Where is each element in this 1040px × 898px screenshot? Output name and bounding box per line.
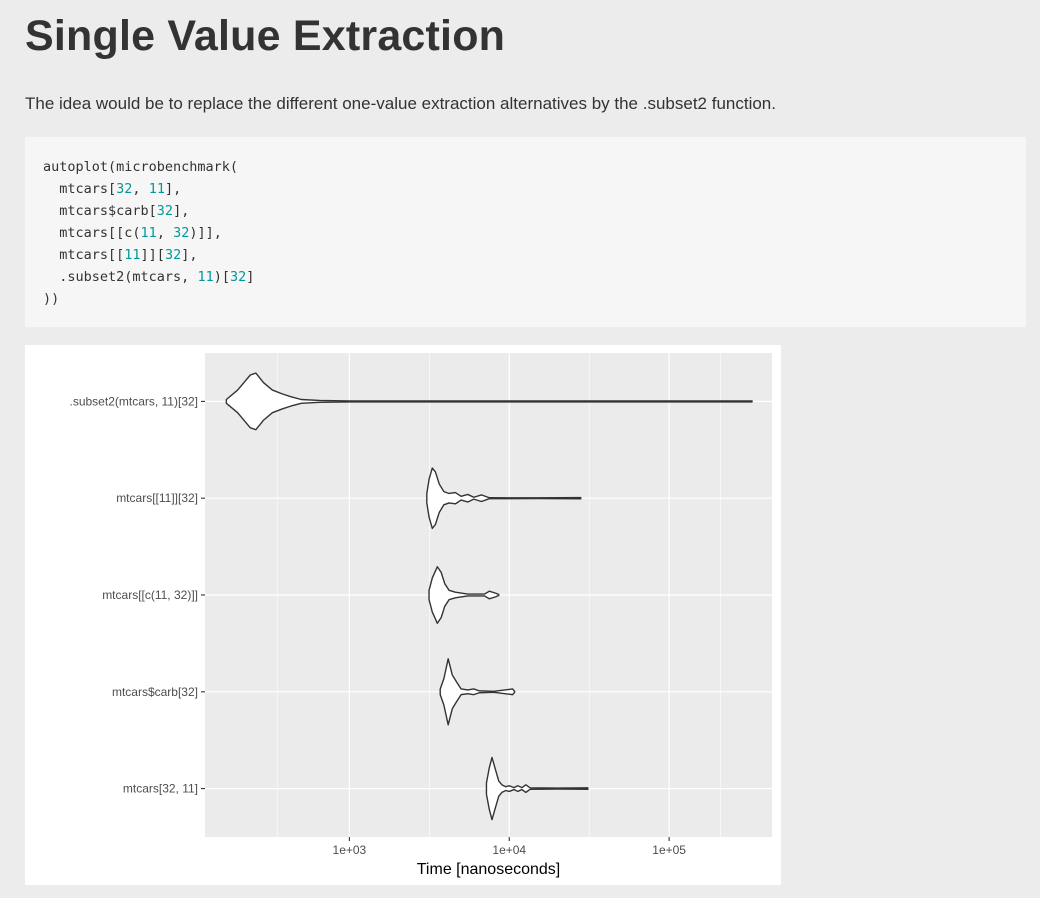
code-text: ,: [156, 225, 174, 241]
code-text: mtcars[: [43, 181, 117, 197]
x-tick-label: 1e+04: [492, 843, 526, 857]
benchmark-plot: .subset2(mtcars, 11)[32] mtcars[[11]][32]…: [25, 345, 781, 885]
code-text: mtcars[[c(: [43, 225, 141, 241]
code-text: autoplot(microbenchmark(: [43, 159, 239, 175]
code-text: ]: [246, 269, 255, 285]
code-text: )[: [213, 269, 230, 285]
violin-shape: [426, 467, 582, 530]
y-tick-label: mtcars[[c(11, 32)]]: [102, 588, 198, 602]
code-number: 11: [148, 181, 165, 197]
code-line: autoplot(microbenchmark(: [43, 159, 238, 175]
code-number: 11: [197, 269, 214, 285]
intro-paragraph: The idea would be to replace the differe…: [25, 94, 776, 113]
code-text: )): [43, 291, 60, 307]
x-tick-label: 1e+05: [652, 843, 686, 857]
violin-shape: [225, 372, 753, 431]
code-text: ]][: [140, 247, 165, 263]
y-tick-label: mtcars$carb[32]: [112, 685, 198, 699]
page-title: Single Value Extraction: [25, 12, 506, 60]
code-line: mtcars[[c(11, 32)]],: [43, 225, 222, 241]
code-line: )): [43, 291, 59, 307]
code-line: mtcars$carb[32],: [43, 203, 189, 219]
code-text: ],: [173, 203, 190, 219]
violin-shape: [485, 756, 589, 821]
code-line: mtcars[[11]][32],: [43, 247, 197, 263]
code-text: ,: [132, 181, 149, 197]
code-number: 11: [140, 225, 157, 241]
code-text: )]],: [189, 225, 222, 241]
code-text: mtcars[[: [43, 247, 125, 263]
code-number: 32: [164, 247, 182, 263]
code-text: mtcars$carb[: [43, 203, 157, 219]
violin-shape: [428, 566, 500, 624]
code-number: 11: [124, 247, 141, 263]
code-line: mtcars[32, 11],: [43, 181, 181, 197]
x-tick-label: 1e+03: [333, 843, 367, 857]
violin-chart: .subset2(mtcars, 11)[32] mtcars[[11]][32]…: [70, 353, 772, 878]
code-number: 32: [156, 203, 174, 219]
code-number: 32: [229, 269, 247, 285]
y-tick-label: mtcars[32, 11]: [123, 782, 198, 796]
code-number: 32: [173, 225, 190, 241]
code-block: autoplot(microbenchmark( mtcars[32, 11],…: [25, 137, 1026, 327]
code-text: .subset2(mtcars,: [43, 269, 198, 285]
x-axis-title: Time [nanoseconds]: [417, 861, 560, 878]
code-number: 32: [116, 181, 133, 197]
code-line: .subset2(mtcars, 11)[32]: [43, 269, 254, 285]
y-tick-label: mtcars[[11]][32]: [116, 491, 198, 505]
code-body: autoplot(microbenchmark( mtcars[32, 11],…: [43, 159, 254, 307]
violin-shape: [439, 658, 516, 726]
code-text: ],: [164, 181, 182, 197]
code-text: ],: [181, 247, 198, 263]
y-tick-label: .subset2(mtcars, 11)[32]: [70, 394, 199, 408]
